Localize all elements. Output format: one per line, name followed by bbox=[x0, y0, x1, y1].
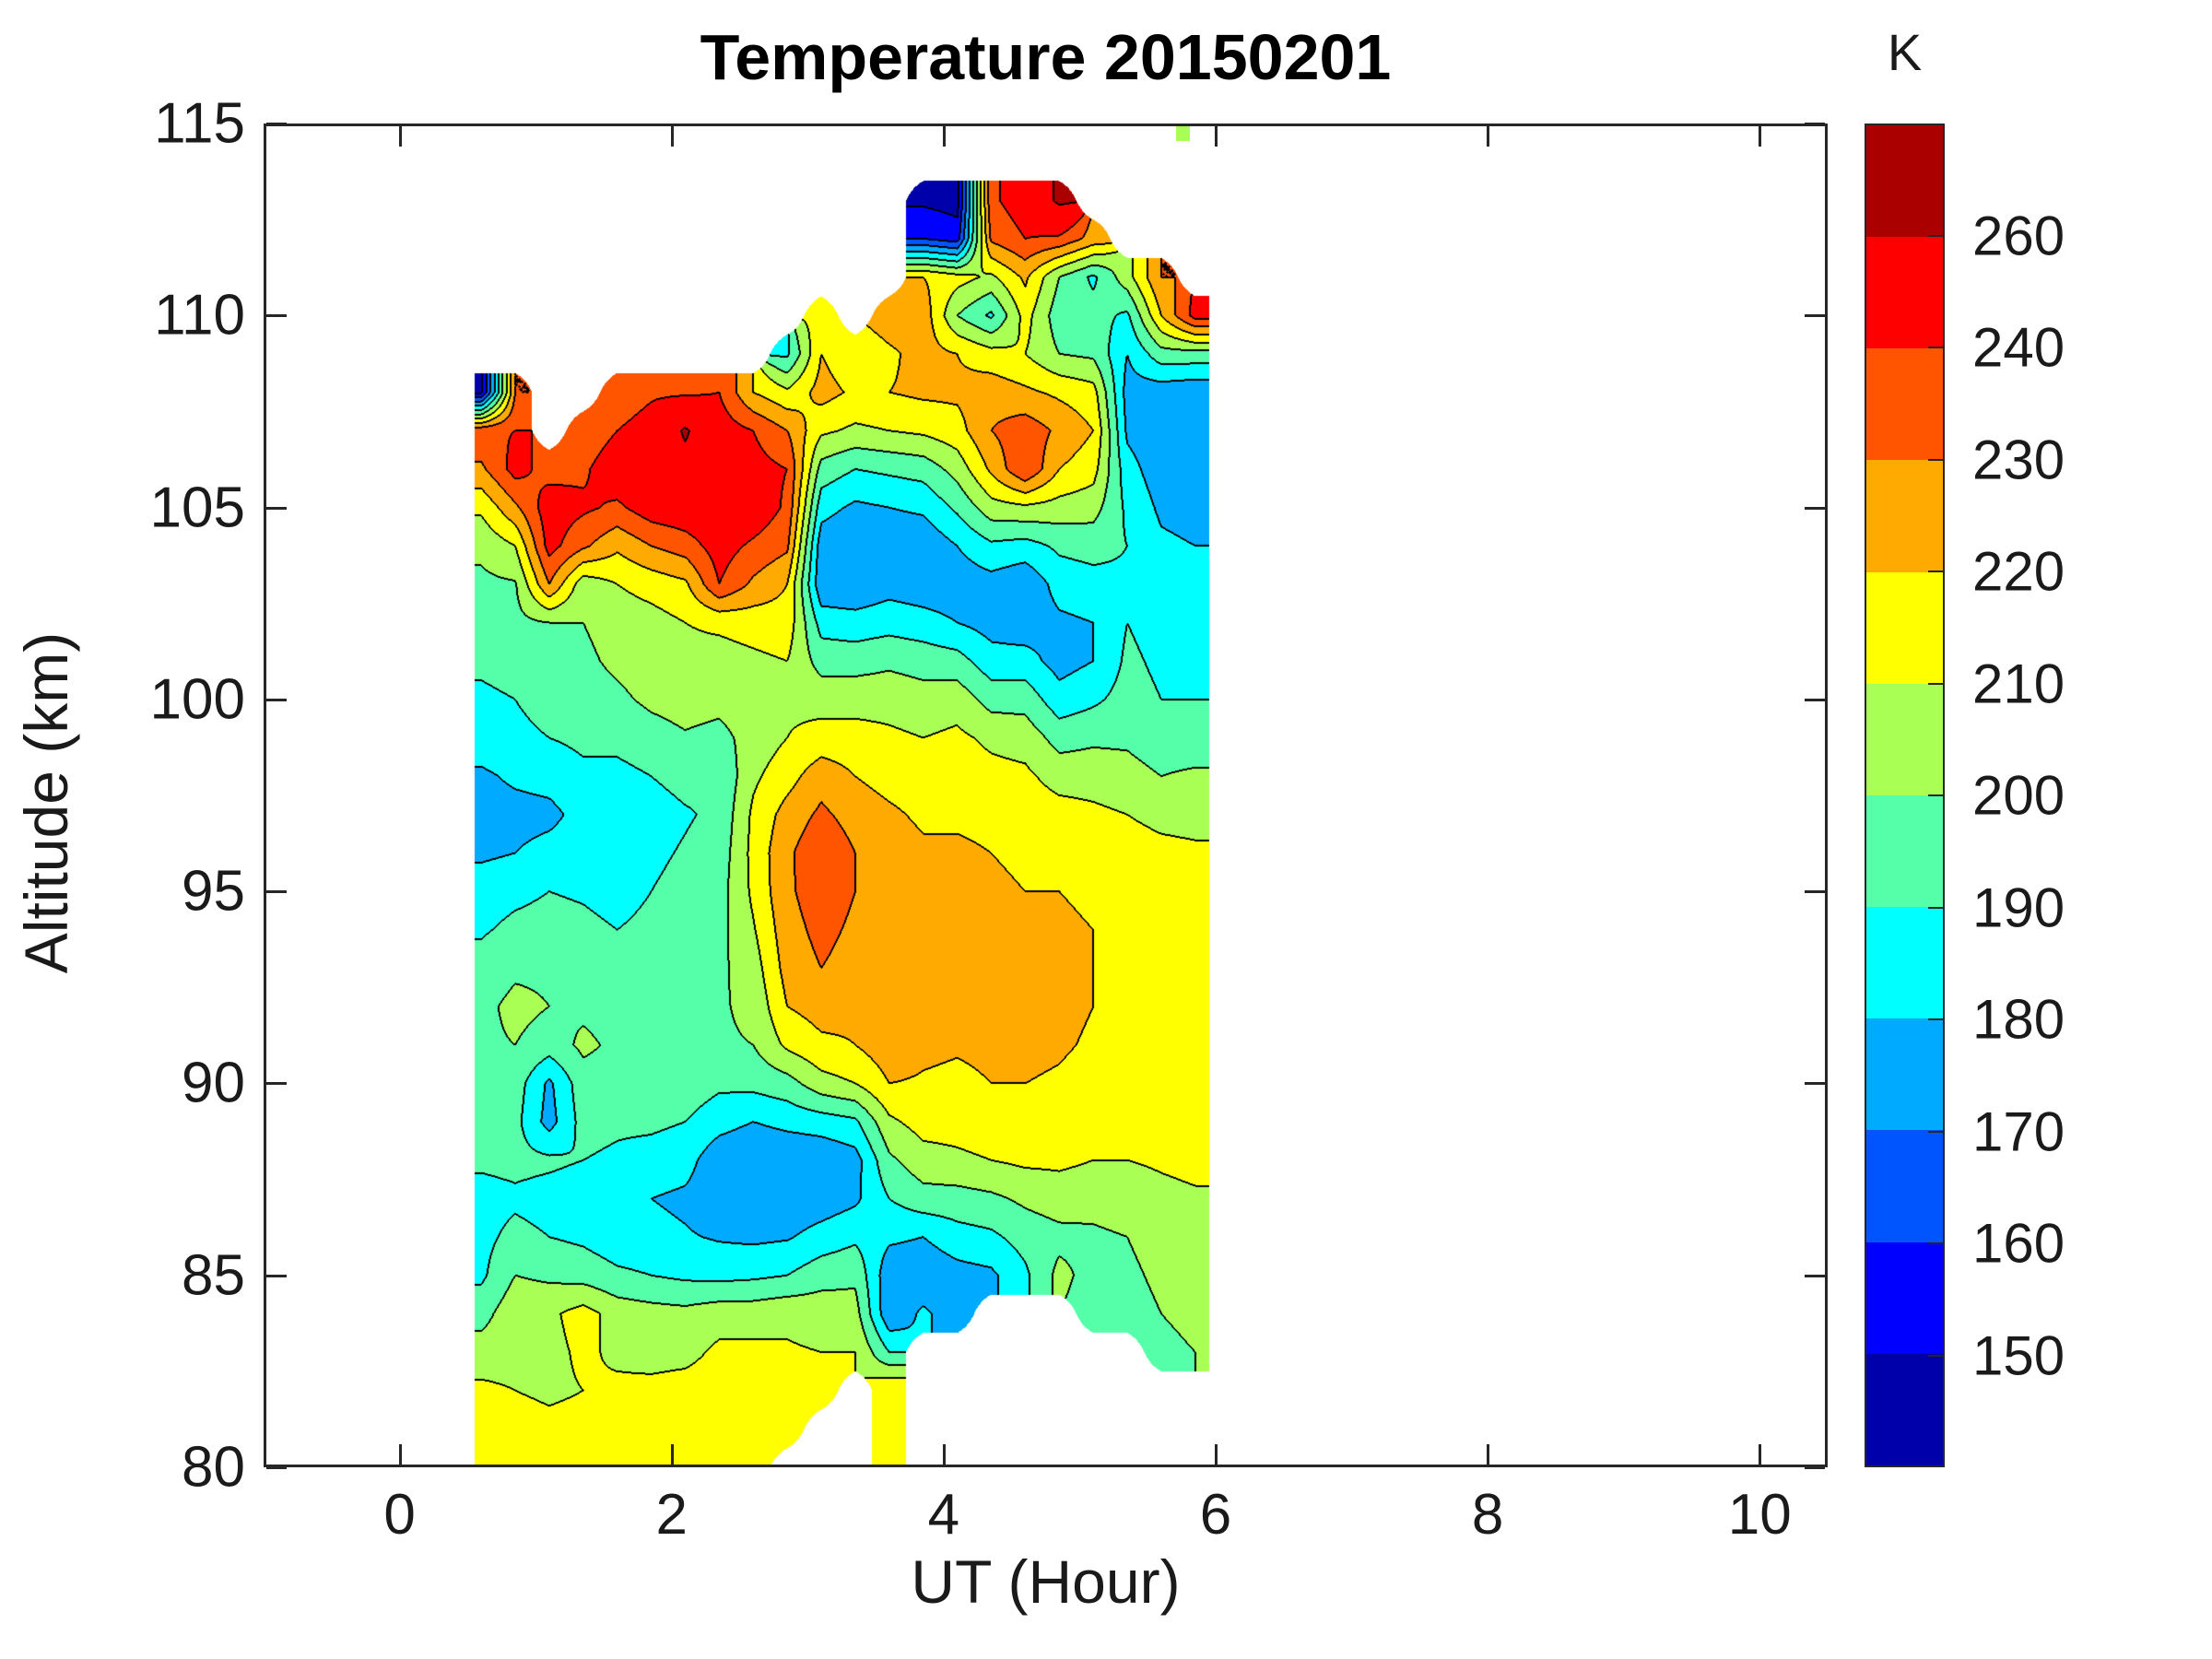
colorbar-segment bbox=[1866, 683, 1943, 795]
colorbar-tick-mark bbox=[1928, 1018, 1943, 1020]
colorbar-segment bbox=[1866, 237, 1943, 349]
y-tick-mark-right bbox=[1805, 890, 1825, 894]
x-tick-mark bbox=[398, 1444, 402, 1465]
y-tick-mark bbox=[266, 698, 287, 701]
x-axis-label: UT (Hour) bbox=[911, 1547, 1181, 1616]
colorbar-tick-label: 210 bbox=[1972, 653, 2065, 714]
x-tick-label: 6 bbox=[1199, 1483, 1232, 1547]
y-tick-mark bbox=[266, 1466, 287, 1469]
y-tick-label: 115 bbox=[154, 91, 245, 156]
colorbar-tick-mark bbox=[1928, 1130, 1943, 1133]
y-tick-mark-right bbox=[1805, 1082, 1825, 1086]
colorbar-tick-mark bbox=[1928, 682, 1943, 685]
x-tick-label: 0 bbox=[383, 1483, 416, 1547]
x-tick-label: 2 bbox=[655, 1483, 688, 1547]
colorbar-tick-mark bbox=[1928, 1354, 1943, 1357]
y-tick-label: 95 bbox=[182, 859, 245, 924]
y-tick-mark bbox=[266, 1082, 287, 1086]
colorbar-tick-mark bbox=[1928, 458, 1943, 461]
colorbar-tick-mark bbox=[1928, 1242, 1943, 1244]
colorbar-segment bbox=[1866, 125, 1943, 238]
colorbar-tick-mark bbox=[1928, 234, 1943, 237]
contour-plot-canvas bbox=[264, 124, 1828, 1467]
y-tick-mark-right bbox=[1805, 1466, 1825, 1469]
x-tick-mark bbox=[670, 1444, 674, 1465]
y-tick-mark bbox=[266, 1274, 287, 1277]
colorbar-tick-label: 190 bbox=[1972, 877, 2065, 938]
y-tick-mark-right bbox=[1805, 314, 1825, 318]
x-tick-mark bbox=[1487, 1444, 1490, 1465]
y-tick-label: 85 bbox=[182, 1243, 245, 1308]
x-tick-label: 4 bbox=[927, 1483, 960, 1547]
colorbar-segment bbox=[1866, 571, 1943, 684]
y-tick-mark bbox=[266, 123, 287, 125]
y-tick-label: 110 bbox=[154, 283, 245, 347]
colorbar-tick-mark bbox=[1928, 794, 1943, 796]
colorbar-tick-mark bbox=[1928, 347, 1943, 348]
colorbar-tick-label: 180 bbox=[1972, 988, 2065, 1051]
y-tick-label: 105 bbox=[149, 476, 245, 540]
colorbar-tick-mark bbox=[1928, 906, 1943, 909]
colorbar-segment bbox=[1866, 460, 1943, 572]
colorbar-tick-mark bbox=[1928, 571, 1943, 572]
colorbar-segment bbox=[1866, 1130, 1943, 1242]
isolated-data-patch bbox=[1176, 124, 1190, 141]
colorbar-segment bbox=[1866, 1241, 1943, 1354]
colorbar-segment bbox=[1866, 1353, 1943, 1465]
y-axis-label: Altitude (km) bbox=[12, 631, 80, 974]
colorbar-title: K bbox=[1887, 23, 1923, 81]
x-tick-mark bbox=[1214, 1444, 1218, 1465]
y-tick-mark-right bbox=[1805, 123, 1825, 125]
x-tick-mark-top bbox=[1759, 126, 1762, 147]
y-tick-mark-right bbox=[1805, 506, 1825, 510]
x-tick-mark-top bbox=[398, 126, 402, 147]
colorbar-tick-label: 240 bbox=[1972, 316, 2065, 379]
y-tick-label: 80 bbox=[182, 1435, 245, 1500]
y-tick-mark-right bbox=[1805, 698, 1825, 701]
y-tick-label: 90 bbox=[182, 1051, 245, 1115]
colorbar-segment bbox=[1866, 907, 1943, 1019]
colorbar-segment bbox=[1866, 794, 1943, 908]
chart-title: Temperature 20150201 bbox=[700, 21, 1392, 93]
x-tick-mark-top bbox=[670, 126, 674, 147]
colorbar-segment bbox=[1866, 348, 1943, 461]
colorbar-tick-label: 260 bbox=[1972, 205, 2065, 266]
x-tick-mark-top bbox=[1214, 126, 1218, 147]
colorbar-tick-label: 230 bbox=[1972, 429, 2065, 490]
x-tick-mark bbox=[1759, 1444, 1762, 1465]
colorbar-segment bbox=[1866, 1018, 1943, 1131]
colorbar-tick-label: 170 bbox=[1972, 1100, 2065, 1162]
x-tick-label: 10 bbox=[1727, 1483, 1792, 1547]
x-tick-mark bbox=[942, 1444, 946, 1465]
x-tick-mark-top bbox=[1487, 126, 1490, 147]
y-tick-mark bbox=[266, 890, 287, 894]
y-tick-label: 100 bbox=[149, 667, 245, 732]
y-tick-mark bbox=[266, 314, 287, 318]
colorbar bbox=[1865, 124, 1945, 1467]
x-tick-mark-top bbox=[942, 126, 946, 147]
colorbar-tick-label: 220 bbox=[1972, 540, 2065, 603]
y-tick-mark-right bbox=[1805, 1274, 1825, 1277]
colorbar-tick-label: 160 bbox=[1972, 1212, 2065, 1275]
y-tick-mark bbox=[266, 506, 287, 510]
colorbar-tick-label: 200 bbox=[1972, 764, 2065, 827]
colorbar-tick-label: 150 bbox=[1972, 1324, 2065, 1386]
x-tick-label: 8 bbox=[1471, 1483, 1504, 1547]
